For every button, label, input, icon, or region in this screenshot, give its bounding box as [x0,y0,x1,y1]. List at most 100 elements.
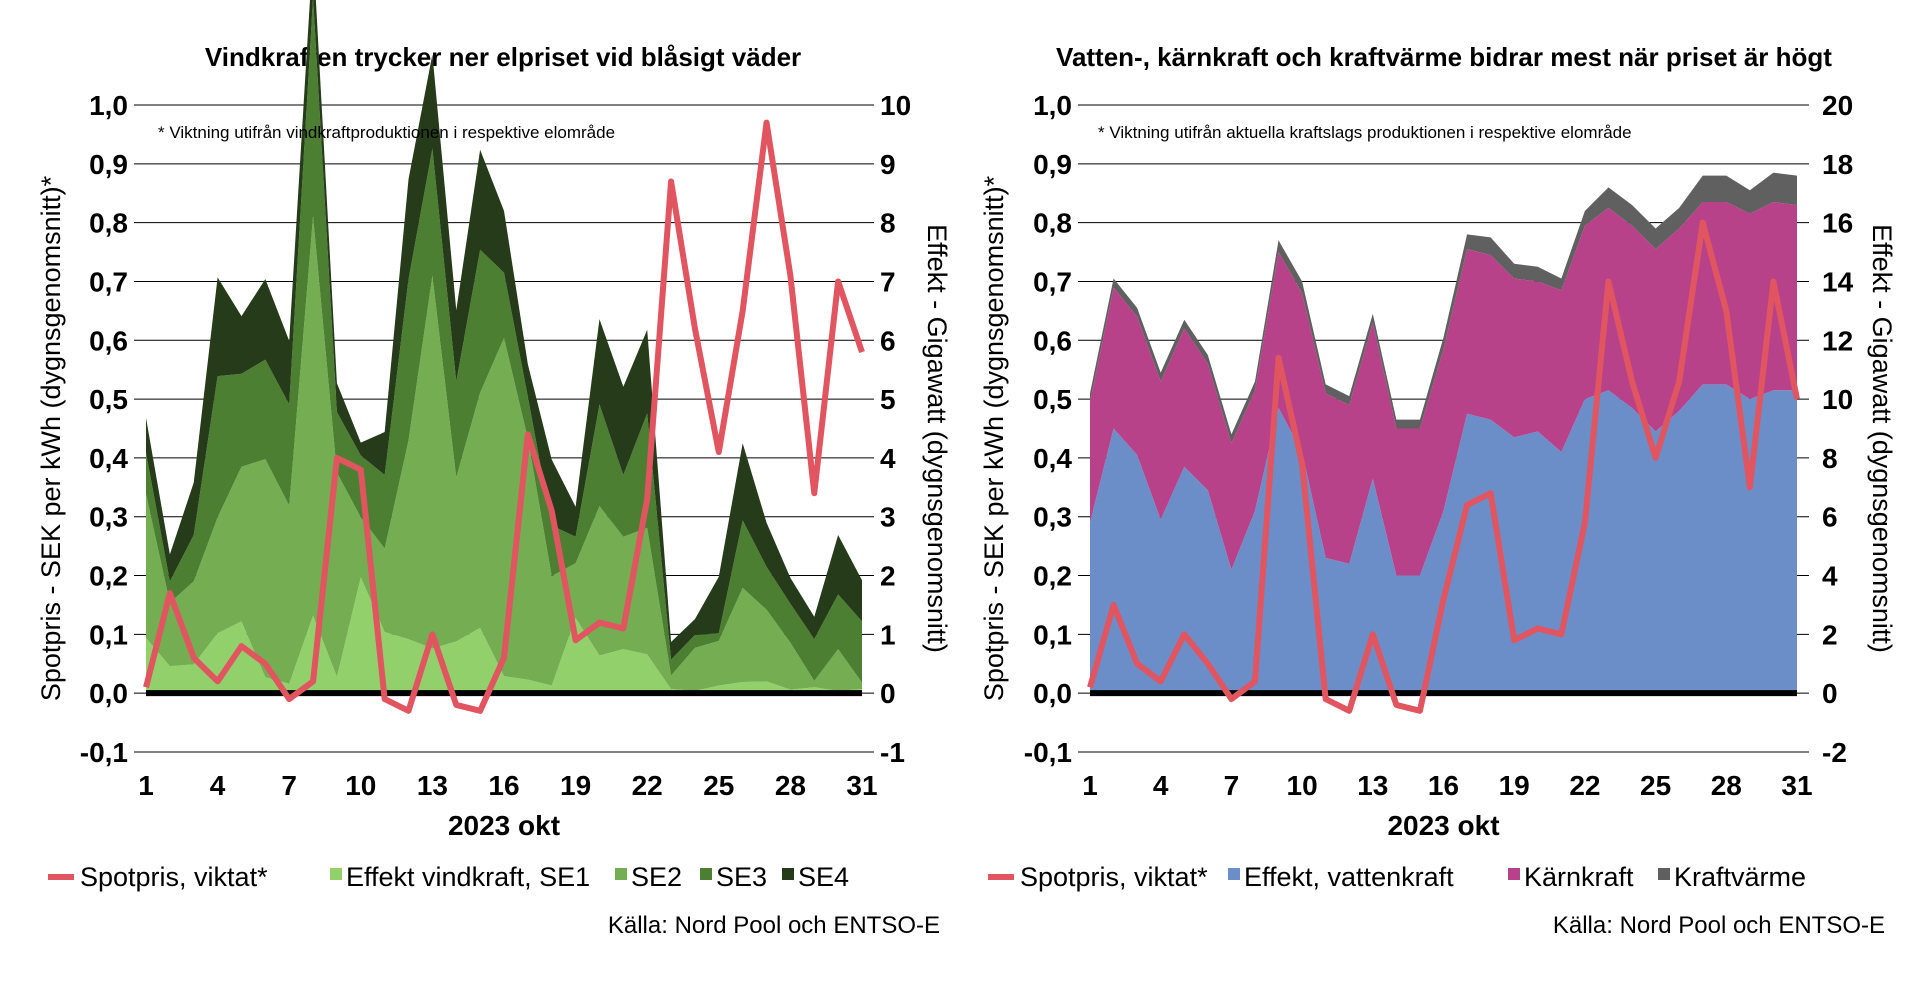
legend-label: Effekt, vattenkraft [1244,862,1454,892]
y-tick-label: 0,3 [1033,502,1072,533]
x-axis-title: 2023 okt [448,810,560,841]
y-tick-label: 0,1 [89,619,128,650]
y-tick-label: 0,3 [89,502,128,533]
y2-tick-label: 7 [880,266,896,297]
y2-tick-label: -2 [1822,737,1847,768]
legend-label: Spotpris, viktat* [80,862,268,892]
x-tick-label: 31 [846,770,877,801]
y-tick-label: 0,0 [89,678,128,709]
x-tick-label: 19 [1499,770,1530,801]
y2-tick-label: 6 [880,325,896,356]
y2-tick-label: 12 [1822,325,1853,356]
y2-tick-label: 10 [1822,384,1853,415]
chart-source: Källa: Nord Pool och ENTSO-E [608,912,940,939]
x-axis-title: 2023 okt [1387,810,1499,841]
y-tick-label: 0,1 [1033,619,1072,650]
y-tick-label: 0,6 [1033,325,1072,356]
x-tick-label: 22 [1569,770,1600,801]
x-tick-label: 1 [138,770,154,801]
line-spotpris [143,119,865,714]
x-tick-label: 1 [1082,770,1098,801]
legend-swatch [615,868,627,880]
y-tick-label: 0,4 [89,443,128,474]
area-series-group [1090,172,1797,694]
y-axis-left-ticks: -0,1 0,0 0,1 0,2 0,3 0,4 0,5 0,6 0,7 0,8 0,9 1,0 [80,90,129,768]
y2-tick-label: 20 [1822,90,1853,121]
x-tick-label: 25 [1640,770,1671,801]
x-tick-label: 10 [1287,770,1318,801]
x-axis-ticks: 1 4 7 10 13 16 19 22 25 28 31 [1082,770,1812,801]
legend-swatch [1508,868,1520,880]
chart-note: * Viktning utifrån aktuella kraftslags p… [1098,123,1632,142]
y2-tick-label: 4 [880,443,896,474]
x-tick-label: 22 [632,770,663,801]
legend-swatch [700,868,712,880]
area-series-group [146,0,862,694]
legend-item: Kärnkraft [1508,862,1634,892]
y2-tick-label: 0 [880,678,896,709]
y2-tick-label: 14 [1822,266,1854,297]
x-tick-label: 7 [281,770,297,801]
y-axis-title-right: Effekt - Gigawatt (dygnsgenomsnitt) [1867,224,1897,653]
x-tick-label: 28 [1711,770,1742,801]
legend-swatch [782,868,794,880]
y-tick-label: 0,0 [1033,678,1072,709]
y2-tick-label: 8 [1822,443,1838,474]
legend-item: Spotpris, viktat* [988,862,1208,892]
y-tick-label: -0,1 [80,737,128,768]
y-axis-title-left: Spotpris - SEK per kWh (dygnsgenomsnitt)… [979,175,1009,701]
y-tick-label: -0,1 [1024,737,1072,768]
y-tick-label: 0,7 [89,266,128,297]
x-tick-label: 16 [1428,770,1459,801]
x-tick-label: 28 [775,770,806,801]
chart-title: Vindkraften trycker ner elpriset vid blå… [205,42,801,72]
y2-tick-label: 0 [1822,678,1838,709]
y2-tick-label: 2 [880,561,896,592]
y-tick-label: 0,8 [1033,208,1072,239]
x-tick-label: 13 [417,770,448,801]
x-tick-label: 19 [560,770,591,801]
legend-swatch [1658,868,1670,880]
line-spotpris [1087,219,1800,714]
area-se3 [146,0,862,683]
y-tick-label: 0,9 [1033,149,1072,180]
y2-tick-label: 16 [1822,208,1853,239]
y-tick-label: 1,0 [1033,90,1072,121]
y2-tick-label: 9 [880,149,896,180]
legend-item: Spotpris, viktat* [48,862,268,892]
x-tick-label: 4 [210,770,226,801]
area-effekt-vindkraft-se1 [146,577,862,694]
x-tick-label: 10 [345,770,376,801]
y-tick-label: 0,6 [89,325,128,356]
y-axis-title-right: Effekt - Gigawatt (dygnsgenomsnitt) [922,224,952,653]
y-tick-label: 0,5 [1033,384,1072,415]
y2-tick-label: 5 [880,384,896,415]
x-tick-label: 4 [1153,770,1169,801]
legend-item: SE2 [615,862,682,892]
y2-tick-label: 4 [1822,561,1838,592]
x-tick-label: 7 [1224,770,1240,801]
y2-tick-label: -1 [880,737,905,768]
y-axis-right-ticks: -2 0 2 4 6 8 10 12 14 16 18 20 [1822,90,1854,768]
x-axis-ticks: 1 4 7 10 13 16 19 22 25 28 31 [138,770,877,801]
legend-swatch [330,868,342,880]
y-tick-label: 0,9 [89,149,128,180]
y-tick-label: 1,0 [89,90,128,121]
y-tick-label: 0,7 [1033,266,1072,297]
legend-item: Effekt, vattenkraft [1228,862,1454,892]
x-tick-label: 13 [1357,770,1388,801]
legend-label: Effekt vindkraft, SE1 [346,862,590,892]
legend-label: SE3 [716,862,767,892]
legend-item: SE4 [782,862,849,892]
area-se4 [146,0,862,660]
y2-tick-label: 6 [1822,502,1838,533]
y2-tick-label: 1 [880,619,896,650]
legend-item: Kraftvärme [1658,862,1806,892]
legend-label: SE2 [631,862,682,892]
chart-title: Vatten-, kärnkraft och kraftvärme bidrar… [1056,42,1832,72]
y2-tick-label: 10 [880,90,911,121]
area-k-rnkraft [1090,202,1797,576]
chart-source: Källa: Nord Pool och ENTSO-E [1553,912,1885,939]
